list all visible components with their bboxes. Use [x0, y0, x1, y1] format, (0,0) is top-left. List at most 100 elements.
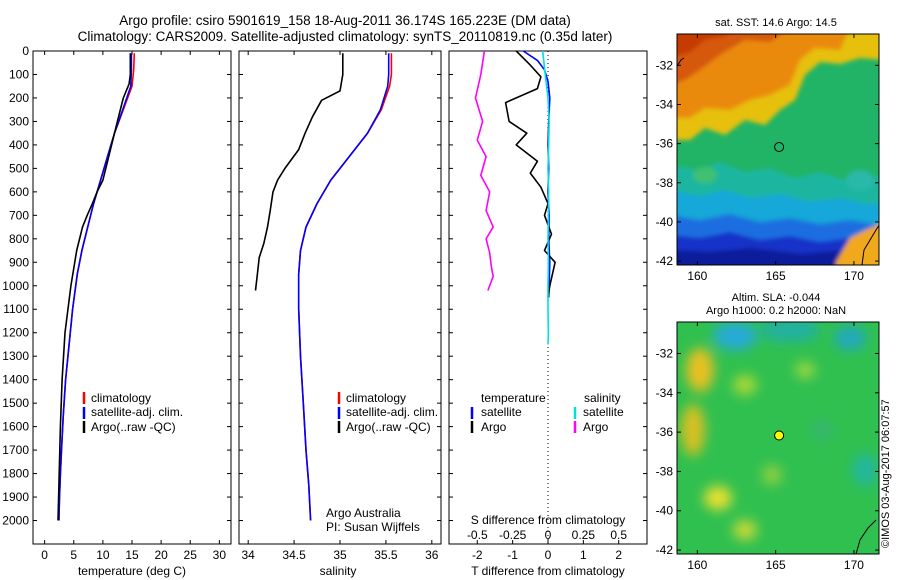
series-line-satellite-adj-clim	[58, 53, 133, 521]
temperature-legend: climatology satellite-adj. clim. Argo(..…	[82, 391, 183, 434]
legend-label-climatology: climatology	[346, 391, 406, 405]
salinity-axes-frame	[238, 50, 442, 545]
t-difference-label: T difference from climatology	[471, 564, 625, 578]
legend-head-temperature: temperature	[481, 391, 546, 405]
temperature-tick-label: 15	[125, 548, 139, 562]
depth-tick-label: 900	[9, 255, 29, 269]
legend-label-t-argo: Argo	[481, 420, 507, 434]
s-difference-tick-label: -0.25	[499, 528, 527, 542]
latitude-tick-label: -34	[656, 386, 674, 400]
depth-tick-label: 1900	[2, 490, 29, 504]
legend-label-t-satellite: satellite	[481, 405, 522, 419]
depth-tick-label: 1700	[2, 443, 29, 457]
legend-label-argo: Argo(..raw -QC)	[346, 420, 431, 434]
sst-map-frame	[676, 33, 880, 266]
temperature-tick-label: 10	[96, 548, 110, 562]
temperature-tick-label: 20	[154, 548, 168, 562]
depth-tick-label: 0	[22, 44, 29, 58]
longitude-tick-label: 160	[687, 269, 707, 283]
temperature-series	[57, 53, 136, 521]
depth-tick-label: 500	[9, 161, 29, 175]
depth-tick-label: 600	[9, 185, 29, 199]
temperature-tick-label: 0	[41, 548, 48, 562]
latitude-tick-label: -42	[656, 543, 674, 557]
legend-label-satellite: satellite-adj. clim.	[346, 405, 438, 419]
depth-tick-label: 1800	[2, 467, 29, 481]
temperature-tick-label: 30	[213, 548, 227, 562]
latitude-tick-label: -34	[656, 97, 674, 111]
legend-label-climatology: climatology	[91, 391, 151, 405]
temperature-xlabel: temperature (deg C)	[78, 564, 186, 578]
latitude-tick-label: -32	[656, 58, 674, 72]
salinity-series	[254, 53, 393, 521]
latitude-tick-label: -38	[656, 464, 674, 478]
latitude-tick-label: -42	[656, 254, 674, 268]
longitude-tick-label: 170	[844, 269, 864, 283]
s-difference-tick-label: 0.25	[572, 528, 596, 542]
argo-australia-annotation: Argo Australia	[326, 506, 401, 520]
series-line-argo-raw-qc	[254, 53, 344, 291]
temperature-tick-label: 5	[70, 548, 77, 562]
legend-head-salinity: salinity	[584, 391, 621, 405]
series-line-t-argo	[504, 50, 556, 298]
longitude-tick-label: 165	[766, 269, 786, 283]
legend-label-s-satellite: satellite	[583, 405, 624, 419]
t-difference-tick-label: 0	[545, 548, 552, 562]
sla-map-frame	[676, 321, 880, 555]
temperature-axes-frame	[32, 50, 232, 545]
salinity-legend: climatology satellite-adj. clim. Argo(..…	[337, 391, 438, 434]
difference-depth-ticks	[449, 50, 647, 522]
salinity-xlabel: salinity	[320, 564, 357, 578]
legend-label-argo: Argo(..raw -QC)	[91, 420, 176, 434]
series-line-climatology	[297, 53, 393, 521]
depth-tick-label: 1600	[2, 420, 29, 434]
salinity-panel: 34 34.5 35 35.5 36 salinity climatology sate…	[238, 50, 442, 578]
depth-tick-label: 1300	[2, 349, 29, 363]
depth-axis: 0 100 200 300 400 500 600 700 800 900 1000 1100 1200…	[2, 44, 231, 528]
imos-watermark: ©IMOS 03-Aug-2017 06:07:57	[880, 399, 892, 548]
sst-map-panel: sat. SST: 14.6 Argo: 14.5 160 165 170 -32	[656, 17, 880, 283]
depth-tick-label: 1400	[2, 373, 29, 387]
salinity-tick-label: 35	[333, 548, 347, 562]
difference-series	[474, 50, 556, 345]
t-difference-tick-label: -1	[507, 548, 518, 562]
sla-map-panel: Altim. SLA: -0.044 Argo h1000: 0.2 h2000…	[656, 292, 880, 572]
t-difference-tick-label: 2	[615, 548, 622, 562]
t-difference-tick-label: -2	[472, 548, 483, 562]
difference-legend: temperature salinity satellite Argo sate…	[470, 391, 624, 434]
pi-annotation: PI: Susan Wijffels	[326, 520, 420, 534]
series-line-s-argo	[474, 50, 495, 291]
series-line-argo-raw-qc	[57, 53, 132, 521]
salinity-tick-label: 36	[425, 548, 439, 562]
sst-argo-location-marker	[774, 142, 785, 152]
depth-tick-label: 400	[9, 138, 29, 152]
salinity-tick-label: 35.5	[374, 548, 398, 562]
sst-map-field	[677, 34, 879, 265]
figure-title-line1: Argo profile: csiro 5901619_158 18-Aug-2…	[119, 13, 571, 28]
depth-tick-label: 2000	[2, 514, 29, 528]
depth-tick-label: 200	[9, 91, 29, 105]
longitude-tick-label: 165	[766, 558, 786, 572]
depth-tick-label: 100	[9, 67, 29, 81]
temperature-panel: 0100200300400500600700800900100011001200…	[2, 44, 232, 578]
legend-label-satellite: satellite-adj. clim.	[91, 405, 183, 419]
depth-tick-label: 1500	[2, 396, 29, 410]
temperature-axis: 0 5 10 15 20 25 30	[41, 51, 226, 562]
depth-tick-label: 800	[9, 232, 29, 246]
series-line-t-satellite	[522, 50, 551, 298]
longitude-tick-label: 160	[687, 558, 707, 572]
series-line-s-satellite	[541, 50, 550, 345]
sla-argo-location-marker	[774, 430, 785, 441]
latitude-tick-label: -40	[656, 215, 674, 229]
latitude-tick-label: -32	[656, 346, 674, 360]
difference-panel: -2 -1 0 1 2 -0.5 -0.25 0 0.25 0.5 S difference fr…	[448, 50, 648, 578]
latitude-tick-label: -40	[656, 504, 674, 518]
salinity-tick-label: 34.5	[282, 548, 306, 562]
depth-tick-label: 1000	[2, 279, 29, 293]
t-difference-tick-label: 1	[580, 548, 587, 562]
longitude-tick-label: 170	[844, 558, 864, 572]
depth-tick-label: 1100	[3, 302, 29, 316]
depth-tick-label: 1200	[2, 326, 29, 340]
s-difference-tick-label: 0.5	[610, 528, 627, 542]
series-line-satellite-adj-clim	[297, 53, 390, 521]
